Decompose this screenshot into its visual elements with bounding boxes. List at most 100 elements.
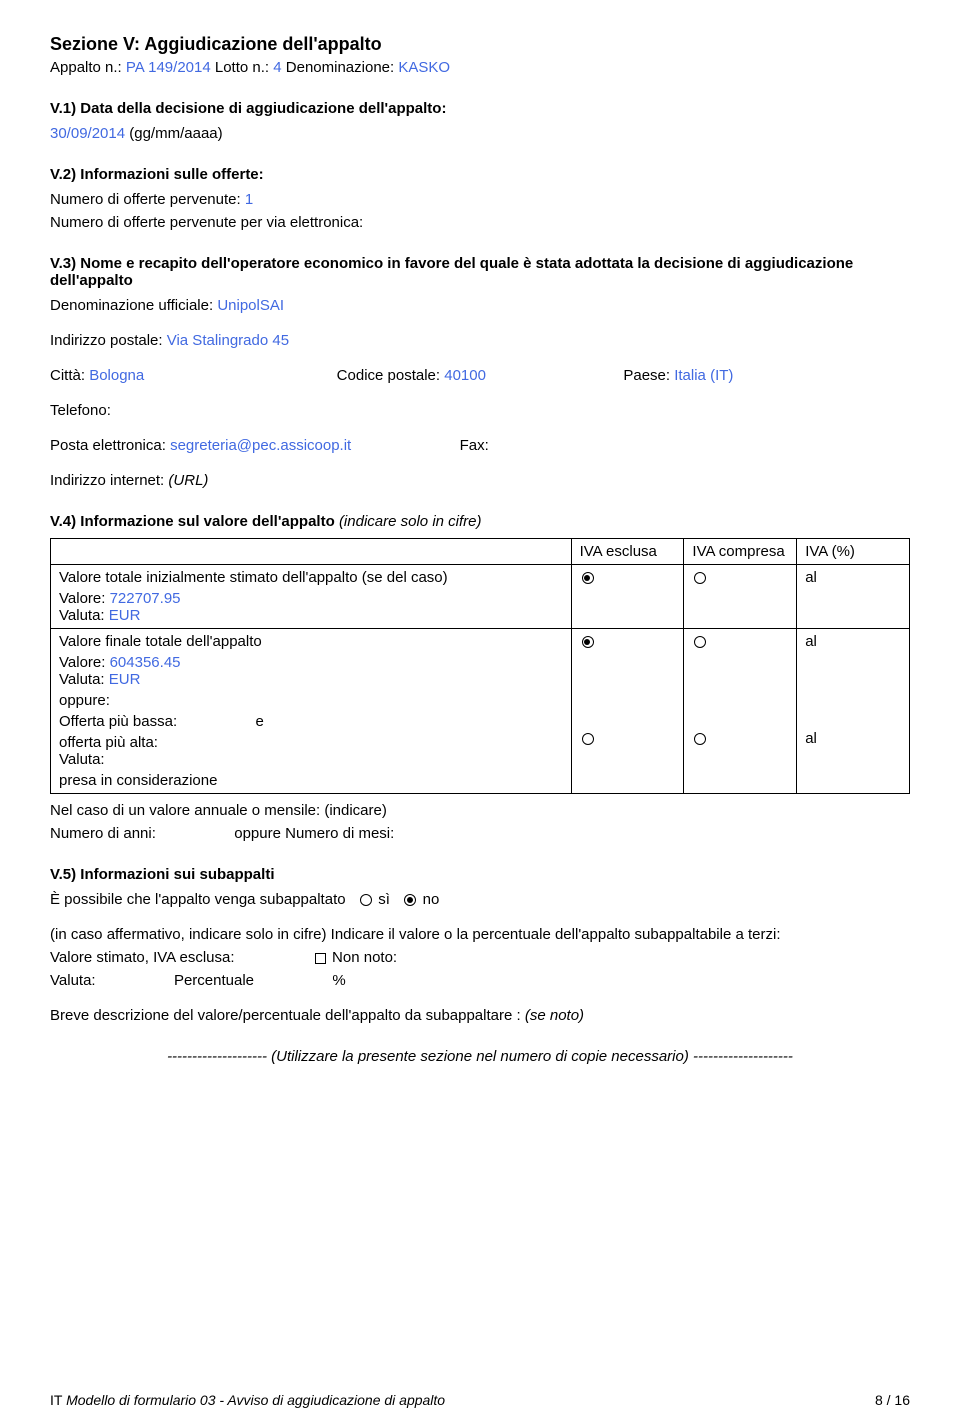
v4-valuta2: EUR — [109, 671, 141, 688]
radio-icon[interactable] — [582, 733, 594, 745]
footer-right: 8 / 16 — [875, 1392, 910, 1408]
appalto-line: Appalto n.: PA 149/2014 Lotto n.: 4 Deno… — [50, 57, 910, 78]
footer-prefix: IT — [50, 1392, 62, 1408]
denom-value: KASKO — [398, 59, 450, 76]
v3-citta-row: Città: Bologna Codice postale: 40100 Pae… — [50, 365, 910, 386]
v4-valore-label2: Valore: — [59, 654, 105, 671]
radio-icon[interactable] — [360, 894, 372, 906]
v5-valuta-line: Valuta: Percentuale % — [50, 970, 910, 991]
v4-valore2: 604356.45 — [110, 654, 181, 671]
radio-icon[interactable] — [694, 636, 706, 648]
v4-mesi-label: oppure Numero di mesi: — [234, 825, 394, 842]
radio-icon[interactable] — [582, 572, 594, 584]
v4-title: V.4) Informazione sul valore dell'appalt… — [50, 513, 335, 530]
lotto-label: Lotto n.: — [215, 59, 269, 76]
v4-header-pct: IVA (%) — [797, 539, 910, 565]
v3-url-note: (URL) — [168, 472, 208, 489]
v4-al2: al — [805, 730, 817, 747]
v5-breve-desc: Breve descrizione del valore/percentuale… — [50, 1007, 521, 1024]
v5-possibile-label: È possibile che l'appalto venga subappal… — [50, 891, 346, 908]
checkbox-icon[interactable] — [315, 953, 326, 964]
v4-offerta-alta: offerta più alta: — [59, 734, 563, 751]
v1-date-line: 30/09/2014 (gg/mm/aaaa) — [50, 123, 910, 144]
v5-affermativo: (in caso affermativo, indicare solo in c… — [50, 924, 910, 945]
v4-table: IVA esclusa IVA compresa IVA (%) Valore … — [50, 538, 910, 794]
v3-citta-cell: Città: Bologna — [50, 365, 337, 386]
v5-valore-stimato: Valore stimato, IVA esclusa: — [50, 949, 235, 966]
v3-email-line: Posta elettronica: segreteria@pec.assico… — [50, 435, 910, 456]
v3-title: V.3) Nome e recapito dell'operatore econ… — [50, 255, 910, 289]
v4-row2-compresa — [684, 629, 797, 794]
v3-indirizzo-value: Via Stalingrado 45 — [167, 332, 289, 349]
v4-valuta-label: Valuta: — [59, 607, 105, 624]
v4-e: e — [255, 713, 263, 730]
v4-row2-pct: al al — [797, 629, 910, 794]
v3-paese-label: Paese: — [623, 367, 670, 384]
footer-left-text: Modello di formulario 03 - Avviso di agg… — [66, 1392, 445, 1408]
v2-offerte-n: 1 — [245, 191, 253, 208]
v3-paese-value: Italia (IT) — [674, 367, 733, 384]
v5-breve-line: Breve descrizione del valore/percentuale… — [50, 1005, 910, 1026]
v4-annual-line2: Numero di anni: oppure Numero di mesi: — [50, 823, 910, 844]
radio-icon[interactable] — [404, 894, 416, 906]
v4-al1: al — [805, 633, 817, 650]
appalto-n: PA 149/2014 — [126, 59, 211, 76]
v2-offerte-line: Numero di offerte pervenute: 1 — [50, 189, 910, 210]
v4-anni-label: Numero di anni: — [50, 825, 156, 842]
v4-row2-label: Valore finale totale dell'appalto — [59, 633, 563, 650]
denom-label: Denominazione: — [286, 59, 394, 76]
v3-denom-line: Denominazione ufficiale: UnipolSAI — [50, 295, 910, 316]
v3-citta-label: Città: — [50, 367, 85, 384]
v3-indirizzo-label: Indirizzo postale: — [50, 332, 163, 349]
v4-header-empty — [51, 539, 572, 565]
radio-icon[interactable] — [582, 636, 594, 648]
v4-valore1: 722707.95 — [110, 590, 181, 607]
v5-valore-line: Valore stimato, IVA esclusa: Non noto: — [50, 947, 910, 968]
radio-icon[interactable] — [694, 572, 706, 584]
v5-pct: % — [332, 972, 345, 989]
v3-email-value: segreteria@pec.assicoop.it — [170, 437, 351, 454]
v2-title: V.2) Informazioni sulle offerte: — [50, 166, 910, 183]
v3-paese-cell: Paese: Italia (IT) — [623, 365, 910, 386]
v4-row1-valore-line: Valore: 722707.95 — [59, 590, 563, 607]
v4-valuta1: EUR — [109, 607, 141, 624]
v5-se-noto: (se noto) — [525, 1007, 584, 1024]
v4-valore-label: Valore: — [59, 590, 105, 607]
v3-url-line: Indirizzo internet: (URL) — [50, 470, 910, 491]
v3-tel-label: Telefono: — [50, 400, 910, 421]
v5-non-noto: Non noto: — [332, 949, 397, 966]
lotto-n: 4 — [273, 59, 281, 76]
v4-title-line: V.4) Informazione sul valore dell'appalt… — [50, 513, 910, 530]
footer: IT Modello di formulario 03 - Avviso di … — [50, 1392, 910, 1408]
section-v-title: Sezione V: Aggiudicazione dell'appalto — [50, 34, 910, 55]
v3-denom-value: UnipolSAI — [217, 297, 284, 314]
v5-si: sì — [378, 891, 390, 908]
v4-row2-valuta-line: Valuta: EUR — [59, 671, 563, 688]
v4-offerta-bassa-line: Offerta più bassa: e — [59, 713, 563, 730]
v4-offerta-bassa: Offerta più bassa: — [59, 713, 177, 730]
v4-row1-desc: Valore totale inizialmente stimato dell'… — [51, 565, 572, 629]
v4-row1-pct: al — [797, 565, 910, 629]
v4-header-compresa: IVA compresa — [684, 539, 797, 565]
v4-presa: presa in considerazione — [59, 772, 563, 789]
v4-row1-label: Valore totale inizialmente stimato dell'… — [59, 569, 563, 586]
v4-row2-esclusa — [571, 629, 684, 794]
v4-row1: Valore totale inizialmente stimato dell'… — [51, 565, 910, 629]
v2-elettronica-label: Numero di offerte pervenute per via elet… — [50, 212, 910, 233]
footer-left: IT Modello di formulario 03 - Avviso di … — [50, 1392, 445, 1408]
repeat-note: -------------------- (Utilizzare la pres… — [50, 1048, 910, 1065]
v4-valuta-label2: Valuta: — [59, 671, 105, 688]
v1-date-suffix: (gg/mm/aaaa) — [129, 125, 222, 142]
v2-offerte-label: Numero di offerte pervenute: — [50, 191, 241, 208]
v3-cp-label: Codice postale: — [337, 367, 440, 384]
appalto-label: Appalto n.: — [50, 59, 122, 76]
v3-cp-cell: Codice postale: 40100 — [337, 365, 624, 386]
v4-row2: Valore finale totale dell'appalto Valore… — [51, 629, 910, 794]
v4-oppure: oppure: — [59, 692, 563, 709]
radio-icon[interactable] — [694, 733, 706, 745]
v3-url-label: Indirizzo internet: — [50, 472, 164, 489]
v4-header-esclusa: IVA esclusa — [571, 539, 684, 565]
v4-title-note: (indicare solo in cifre) — [339, 513, 482, 530]
v4-row2-desc: Valore finale totale dell'appalto Valore… — [51, 629, 572, 794]
v3-email-label: Posta elettronica: — [50, 437, 166, 454]
